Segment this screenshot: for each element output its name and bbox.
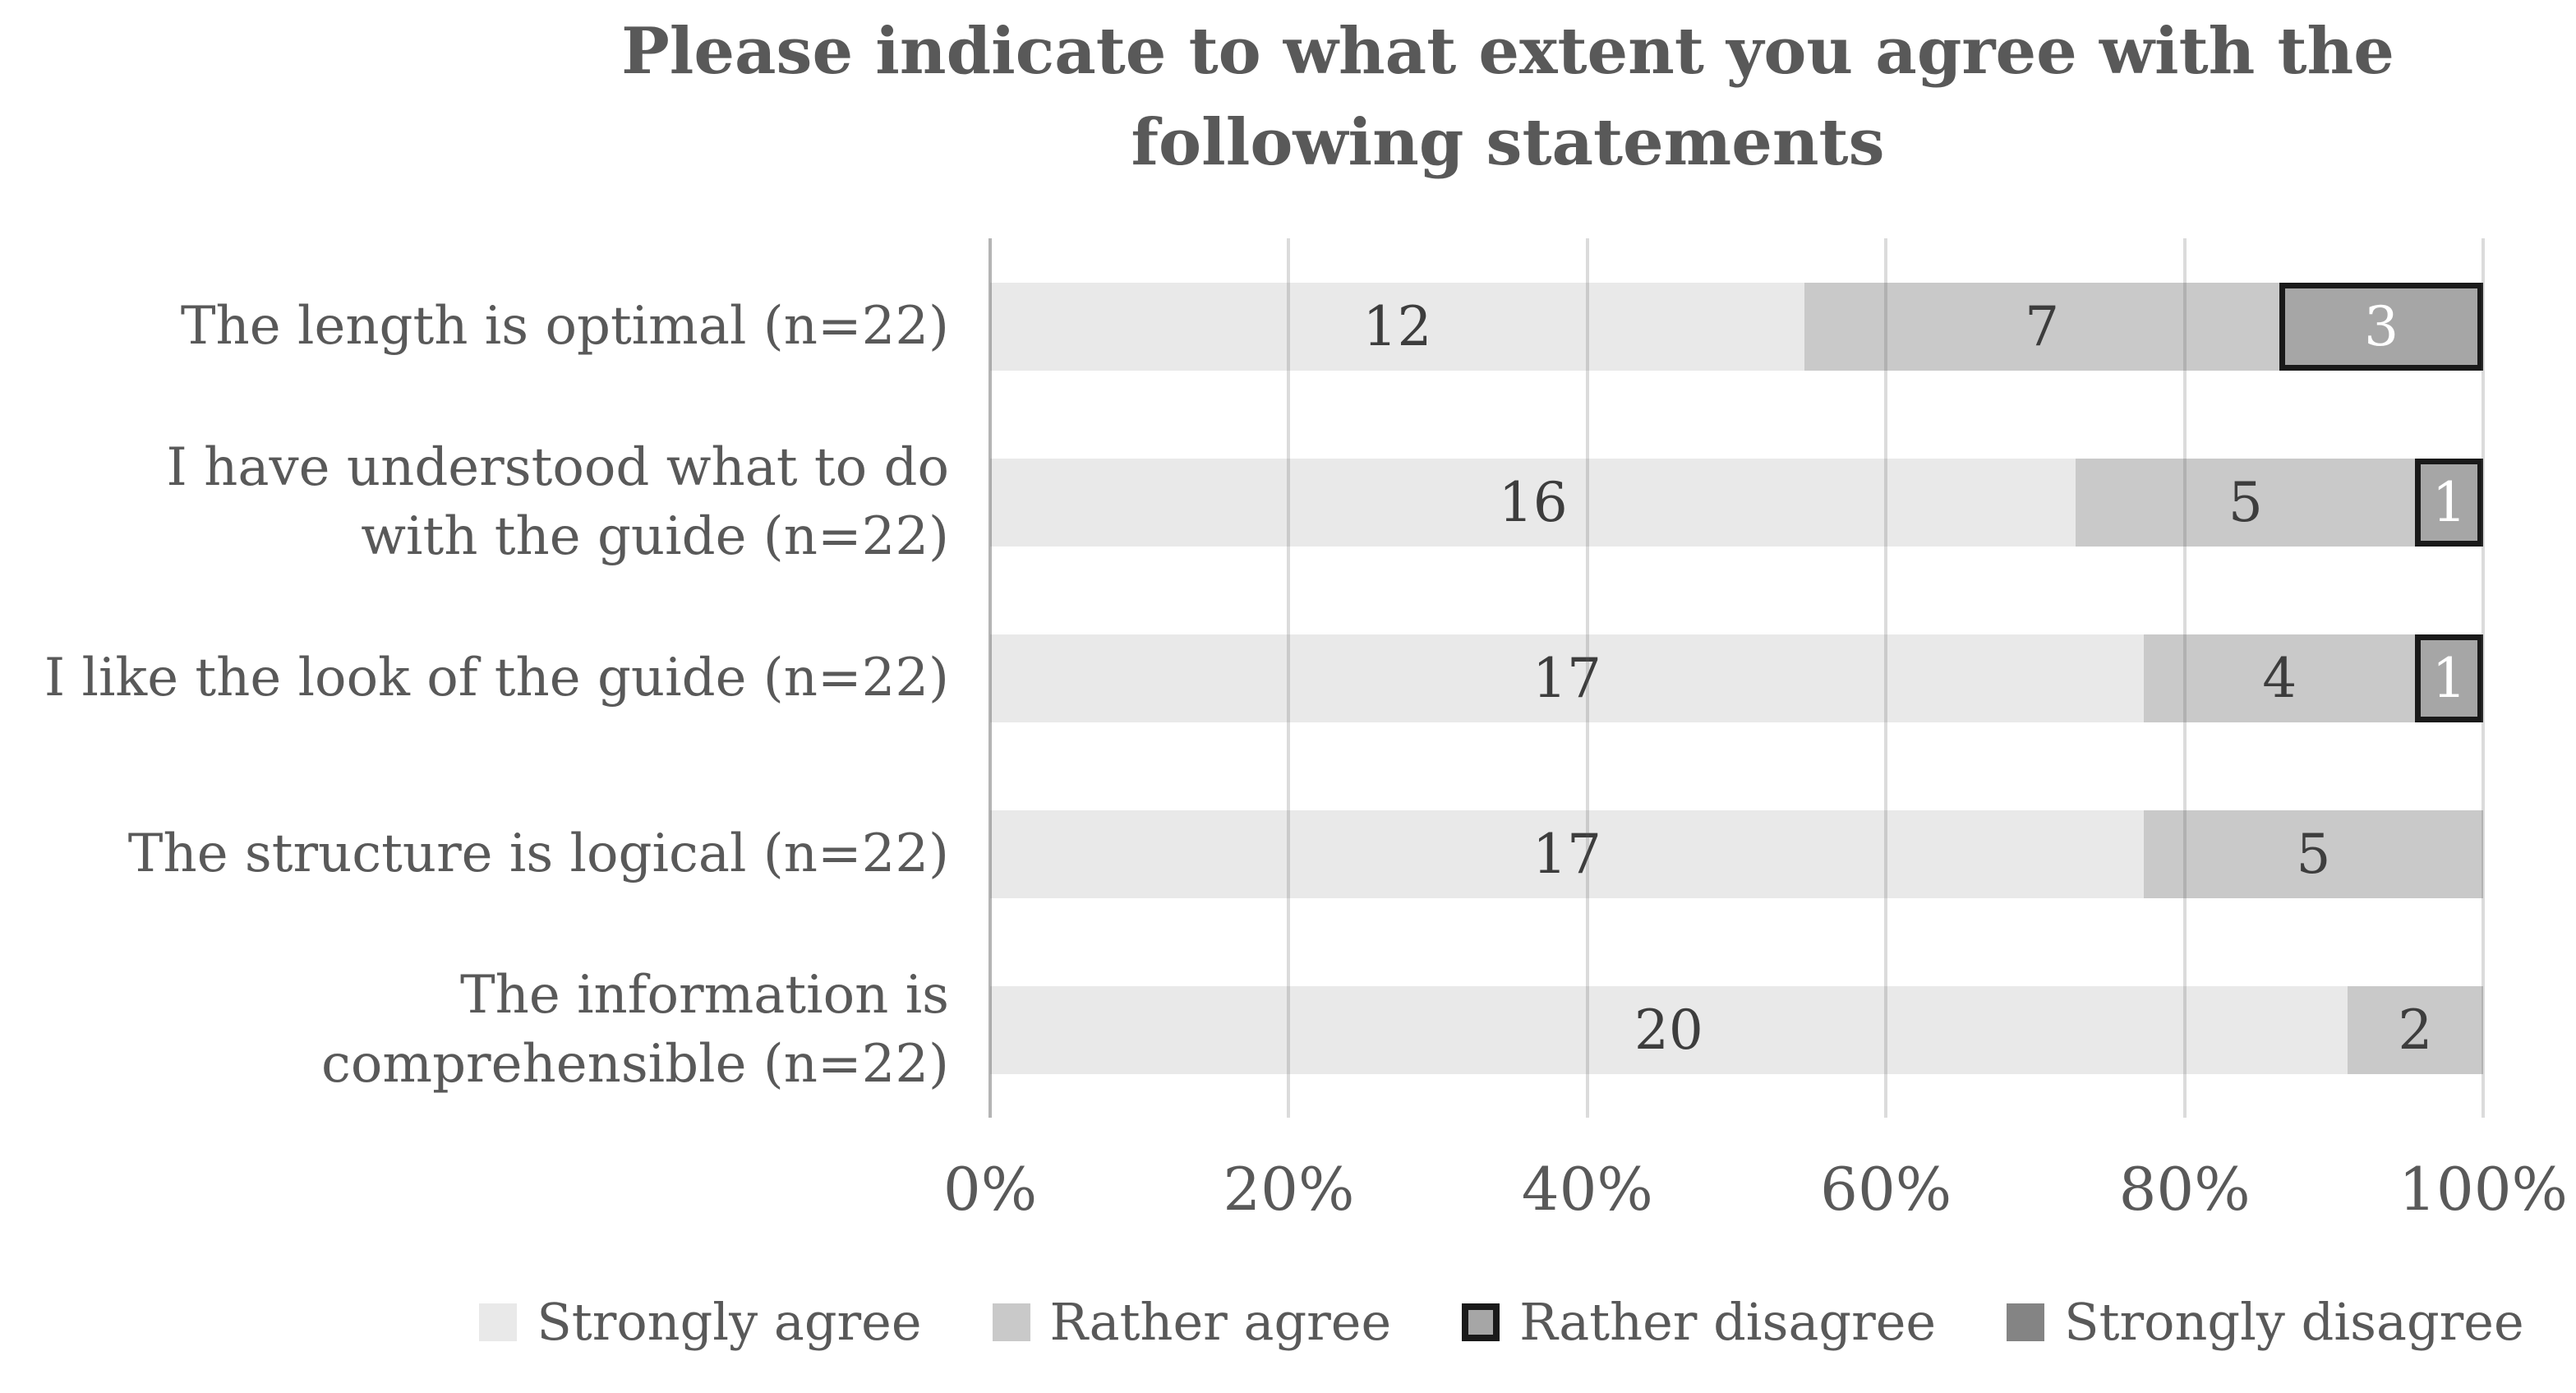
category-label: I like the look of the guide (n=22) <box>0 590 957 766</box>
bar-segment-label: 1 <box>2431 646 2467 710</box>
category-label-line: with the guide (n=22) <box>361 506 949 567</box>
legend-item: Rather disagree <box>1462 1292 1936 1352</box>
plot-area: 12 7 3 16 5 1 17 4 1 17 5 20 2 <box>988 238 2485 1118</box>
gridline <box>1585 238 1589 1118</box>
legend-swatch-icon <box>479 1303 518 1341</box>
legend-swatch-icon <box>1462 1303 1500 1341</box>
legend-label: Strongly agree <box>537 1292 922 1352</box>
category-axis: The length is optimal (n=22) I have under… <box>0 238 957 1118</box>
category-label: The length is optimal (n=22) <box>0 238 957 414</box>
bar-segment: 1 <box>2415 634 2483 722</box>
category-label: The structure is logical (n=22) <box>0 766 957 942</box>
bar-row: 12 7 3 <box>990 283 2483 371</box>
category-label: I have understood what to do with the gui… <box>0 414 957 590</box>
bar-segment: 17 <box>990 810 2145 898</box>
bar-segment-label: 7 <box>2025 294 2060 358</box>
x-axis-tick-label: 80% <box>2118 1155 2251 1224</box>
gridline <box>2482 238 2485 1118</box>
legend-item: Rather agree <box>992 1292 1392 1352</box>
legend-label: Strongly disagree <box>2064 1292 2524 1352</box>
bar-row: 17 4 1 <box>990 634 2483 722</box>
legend: Strongly agree Rather agree Rather disagre… <box>427 1292 2576 1352</box>
bar-segment: 5 <box>2144 810 2483 898</box>
x-axis-tick-label: 20% <box>1223 1155 1355 1224</box>
bar-segment: 3 <box>2279 283 2483 371</box>
bar-segment-label: 17 <box>1532 822 1601 886</box>
legend-label: Rather agree <box>1049 1292 1392 1352</box>
gridline <box>2182 238 2187 1118</box>
bar-segment: 12 <box>990 283 1805 371</box>
x-axis-tick-label: 0% <box>942 1155 1038 1224</box>
category-label-line: The structure is logical (n=22) <box>127 823 949 884</box>
bar-segment-label: 2 <box>2398 998 2433 1062</box>
bar-segment-label: 5 <box>2228 470 2263 534</box>
y-axis-line <box>988 238 992 1118</box>
bar-row: 16 5 1 <box>990 459 2483 547</box>
bar-row: 17 5 <box>990 810 2483 898</box>
category-label-line: The length is optimal (n=22) <box>180 295 949 357</box>
bar-segment-label: 5 <box>2296 822 2331 886</box>
bar-segment-label: 4 <box>2262 646 2297 710</box>
x-axis-tick-label: 60% <box>1820 1155 1952 1224</box>
bar-segment: 2 <box>2347 986 2483 1074</box>
bar-segment: 16 <box>990 459 2076 547</box>
bar-segment-label: 20 <box>1634 998 1703 1062</box>
legend-item: Strongly disagree <box>2007 1292 2524 1352</box>
gridline <box>1884 238 1888 1118</box>
bar-segment: 20 <box>990 986 2348 1074</box>
x-axis: 0% 20% 40% 60% 80% 100% <box>943 1155 2568 1245</box>
category-label-line: I like the look of the guide (n=22) <box>44 647 949 708</box>
bar-segment: 17 <box>990 634 2145 722</box>
bar-segment: 4 <box>2144 634 2416 722</box>
category-label-line: comprehensible (n=22) <box>321 1034 949 1095</box>
bar-segment-label: 17 <box>1532 646 1601 710</box>
x-axis-tick-label: 40% <box>1521 1155 1653 1224</box>
bar-segment: 7 <box>1804 283 2280 371</box>
bar-row: 20 2 <box>990 986 2483 1074</box>
bar-segment: 5 <box>2076 459 2416 547</box>
legend-swatch-icon <box>992 1303 1030 1341</box>
bar-segment-label: 1 <box>2431 470 2467 534</box>
category-label-line: I have understood what to do <box>166 436 950 498</box>
bar-segment: 1 <box>2415 459 2483 547</box>
category-label-line: The information is <box>459 964 949 1026</box>
bar-segment-label: 12 <box>1362 294 1432 358</box>
gridline <box>1287 238 1291 1118</box>
legend-swatch-icon <box>2007 1303 2045 1341</box>
bar-segment-label: 3 <box>2364 294 2399 358</box>
x-axis-tick-label: 100% <box>2399 1155 2568 1224</box>
category-label: The information is comprehensible (n=22) <box>0 942 957 1118</box>
legend-item: Strongly agree <box>479 1292 922 1352</box>
chart-title: Please indicate to what extent you agree… <box>621 14 2394 180</box>
legend-label: Rather disagree <box>1519 1292 1937 1352</box>
bar-segment-label: 16 <box>1498 470 1568 534</box>
